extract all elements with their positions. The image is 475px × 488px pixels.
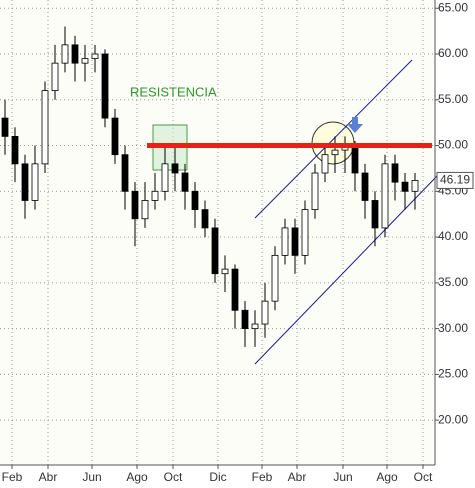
candle-body — [171, 163, 179, 174]
candle-body — [61, 44, 69, 64]
candle-body — [81, 58, 89, 64]
candles — [1, 26, 419, 347]
candle-body — [331, 149, 339, 156]
candle-body — [321, 154, 329, 174]
channel-upper — [254, 59, 413, 219]
x-tick-label: Feb — [2, 470, 23, 484]
candle-body — [151, 190, 159, 201]
candle-body — [301, 209, 309, 256]
candle-body — [91, 53, 99, 59]
y-tick-label: 60.00 — [438, 46, 468, 60]
candle-body — [361, 172, 369, 201]
x-tick-label: Ago — [376, 470, 398, 484]
candle-body — [131, 190, 139, 220]
candle-body — [11, 135, 19, 165]
candle-body — [371, 200, 379, 229]
y-tick-label: 55.00 — [438, 92, 468, 106]
y-tick-label: 40.00 — [438, 229, 468, 243]
candle-body — [191, 190, 199, 211]
candle-body — [211, 227, 219, 275]
last-price-box — [436, 171, 474, 189]
candle-body — [101, 53, 109, 119]
candle-body — [51, 62, 59, 92]
candle-body — [281, 227, 289, 256]
candle-body — [251, 323, 259, 330]
candle-body — [121, 154, 129, 192]
x-tick-label: Abr — [39, 470, 58, 484]
candle-body — [291, 227, 299, 256]
x-tick-label: Dic — [209, 470, 226, 484]
channel-lower — [254, 174, 439, 365]
x-tick-label: Jun — [82, 470, 101, 484]
arrow — [347, 117, 363, 133]
y-tick-label: 30.00 — [438, 321, 468, 335]
candle-body — [71, 44, 79, 64]
candle-body — [241, 309, 249, 330]
candle-body — [221, 268, 229, 275]
candle-body — [181, 172, 189, 192]
annotation: RESISTENCIA — [130, 84, 217, 99]
x-tick-label: Oct — [414, 470, 433, 484]
x-tick-label: Ago — [126, 470, 148, 484]
y-tick-label: 65.00 — [438, 0, 468, 14]
candle-body — [111, 117, 119, 156]
candle-body — [31, 163, 39, 201]
candle-body — [161, 163, 169, 192]
x-tick-label: Feb — [252, 470, 273, 484]
candle-body — [1, 117, 9, 137]
candle-body — [41, 90, 49, 165]
y-tick-label: 50.00 — [438, 138, 468, 152]
candle-body — [391, 163, 399, 183]
candle-body — [411, 180, 419, 192]
last-price-label: 46.19 — [440, 173, 470, 187]
candle-body — [271, 254, 279, 302]
y-tick-label: 20.00 — [438, 412, 468, 426]
candle-body — [311, 172, 319, 211]
x-tick-label: Jun — [333, 470, 352, 484]
y-tick-label: 25.00 — [438, 367, 468, 381]
candle-body — [21, 163, 29, 201]
highlight-circle — [311, 121, 355, 165]
candle-body — [141, 200, 149, 220]
candle-body — [351, 145, 359, 174]
candle-body — [401, 181, 409, 192]
candle-body — [231, 268, 239, 311]
x-tick-label: Oct — [164, 470, 183, 484]
candle-body — [201, 209, 209, 229]
y-tick-label: 35.00 — [438, 275, 468, 289]
candle-body — [261, 300, 269, 325]
x-tick-label: Abr — [288, 470, 307, 484]
candle-body — [381, 163, 389, 229]
